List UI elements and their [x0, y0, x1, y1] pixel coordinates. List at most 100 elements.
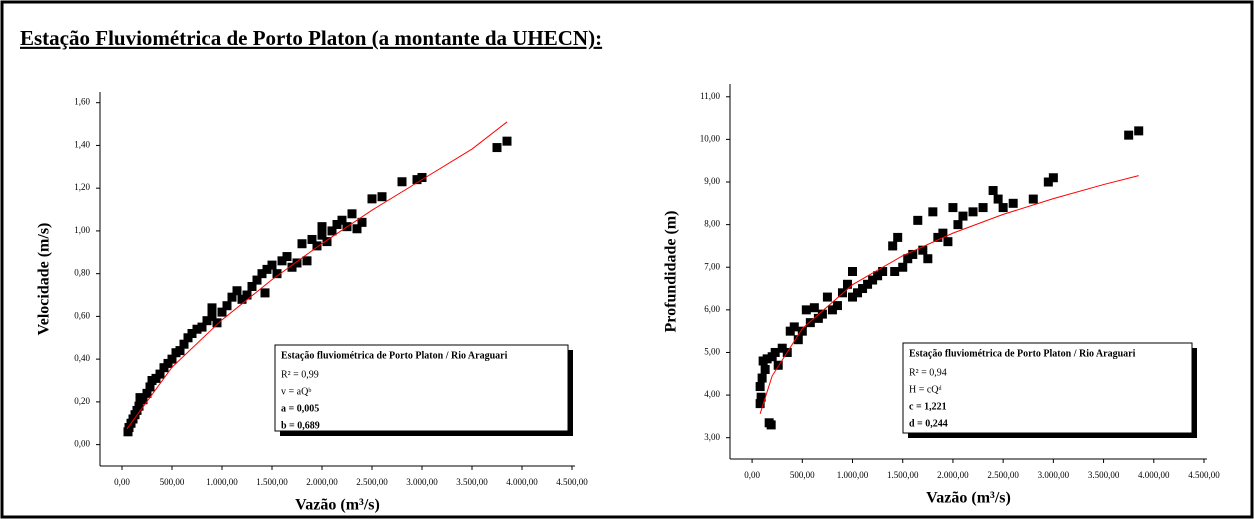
annotation-title: Estação fluviométrica de Porto Platon / …: [281, 350, 508, 361]
data-point: [492, 143, 502, 153]
data-point: [202, 316, 212, 326]
data-point: [988, 186, 998, 196]
x-tick-label: 2.000,00: [937, 470, 969, 480]
annotation-box: [274, 344, 569, 432]
data-point: [933, 232, 943, 242]
data-point: [801, 305, 811, 315]
y-tick-label: 0,40: [74, 353, 90, 363]
x-tick-label: 4.500,00: [556, 477, 588, 487]
y-tick-label: 0,00: [74, 439, 90, 449]
y-tick-label: 6,00: [704, 304, 720, 314]
data-point: [197, 322, 207, 332]
data-point: [155, 369, 165, 379]
annotation-line: H = cQᵈ: [909, 384, 942, 395]
y-tick-label: 10,00: [700, 133, 721, 143]
annotation-line: R² = 0,94: [909, 367, 947, 378]
data-point: [888, 241, 898, 251]
data-point: [978, 203, 988, 213]
data-point: [809, 303, 819, 313]
data-point: [267, 260, 277, 270]
data-point: [262, 264, 272, 274]
data-point: [827, 305, 837, 315]
data-point: [145, 382, 155, 392]
x-tick-label: 3.000,00: [1038, 470, 1070, 480]
data-point: [958, 211, 968, 221]
y-tick-label: 7,00: [704, 261, 720, 271]
data-point: [848, 292, 858, 302]
data-point: [260, 288, 270, 298]
data-point: [327, 226, 337, 236]
annotation-title: Estação fluviométrica de Porto Platon / …: [909, 348, 1136, 359]
data-point: [307, 234, 317, 244]
data-point: [247, 281, 257, 291]
y-tick-label: 8,00: [704, 219, 720, 229]
data-point: [868, 275, 878, 285]
data-point: [367, 194, 377, 204]
annotation-line: a = 0,005: [281, 403, 319, 414]
annotation-line: b = 0,689: [281, 420, 320, 431]
x-axis-title: Vazão (m³/s): [926, 490, 1011, 507]
data-point: [175, 346, 185, 356]
data-point: [770, 347, 780, 357]
data-point: [179, 339, 189, 349]
data-point: [848, 267, 858, 276]
data-point: [332, 220, 342, 230]
y-tick-label: 0,20: [74, 396, 90, 406]
data-point: [138, 395, 148, 405]
data-point: [993, 194, 1003, 204]
data-point: [1008, 198, 1018, 208]
data-point: [1043, 177, 1053, 187]
data-point: [853, 288, 863, 298]
data-point: [317, 222, 327, 232]
annotation-line: c = 1,221: [909, 401, 947, 412]
y-tick-label: 0,80: [74, 268, 90, 278]
y-tick-label: 1,60: [74, 97, 90, 107]
data-point: [1048, 173, 1058, 183]
data-point: [822, 292, 832, 302]
y-tick-label: 1,20: [74, 182, 90, 192]
data-point: [943, 237, 953, 247]
data-point: [766, 420, 776, 430]
data-point: [773, 360, 783, 370]
annotation-line: v = aQᵇ: [281, 386, 311, 397]
annotation-line: d = 0,244: [909, 418, 948, 429]
x-axis-title: Vazão (m³/s): [295, 497, 380, 514]
data-point: [760, 365, 770, 375]
data-point: [187, 328, 197, 338]
data-point: [863, 279, 873, 289]
data-point: [272, 269, 282, 279]
y-tick-label: 5,00: [704, 347, 720, 357]
data-point: [192, 324, 202, 334]
y-tick-label: 9,00: [704, 176, 720, 186]
data-point: [352, 224, 362, 234]
data-point: [968, 207, 978, 217]
data-point: [277, 256, 287, 266]
data-point: [312, 241, 322, 251]
data-point: [873, 271, 883, 281]
y-axis-title: Velocidade (m/s): [36, 223, 53, 336]
data-point: [805, 318, 815, 328]
data-point: [252, 275, 262, 285]
x-tick-label: 3.500,00: [1088, 470, 1120, 480]
data-point: [222, 301, 232, 311]
x-tick-label: 4.000,00: [506, 477, 538, 487]
y-tick-label: 1,00: [74, 225, 90, 235]
data-point: [998, 203, 1008, 213]
data-point: [817, 309, 827, 319]
x-tick-label: 3.500,00: [456, 477, 488, 487]
data-point: [292, 258, 302, 268]
data-point: [923, 254, 933, 264]
x-tick-label: 2.000,00: [306, 477, 338, 487]
data-point: [755, 399, 765, 409]
data-point: [757, 373, 767, 383]
y-tick-label: 3,00: [704, 432, 720, 442]
data-point: [502, 136, 512, 146]
data-point: [217, 307, 227, 317]
data-point: [893, 232, 903, 242]
x-tick-label: 0,00: [744, 470, 760, 480]
data-point: [412, 175, 422, 185]
data-point: [1028, 194, 1038, 204]
data-point: [777, 343, 787, 353]
